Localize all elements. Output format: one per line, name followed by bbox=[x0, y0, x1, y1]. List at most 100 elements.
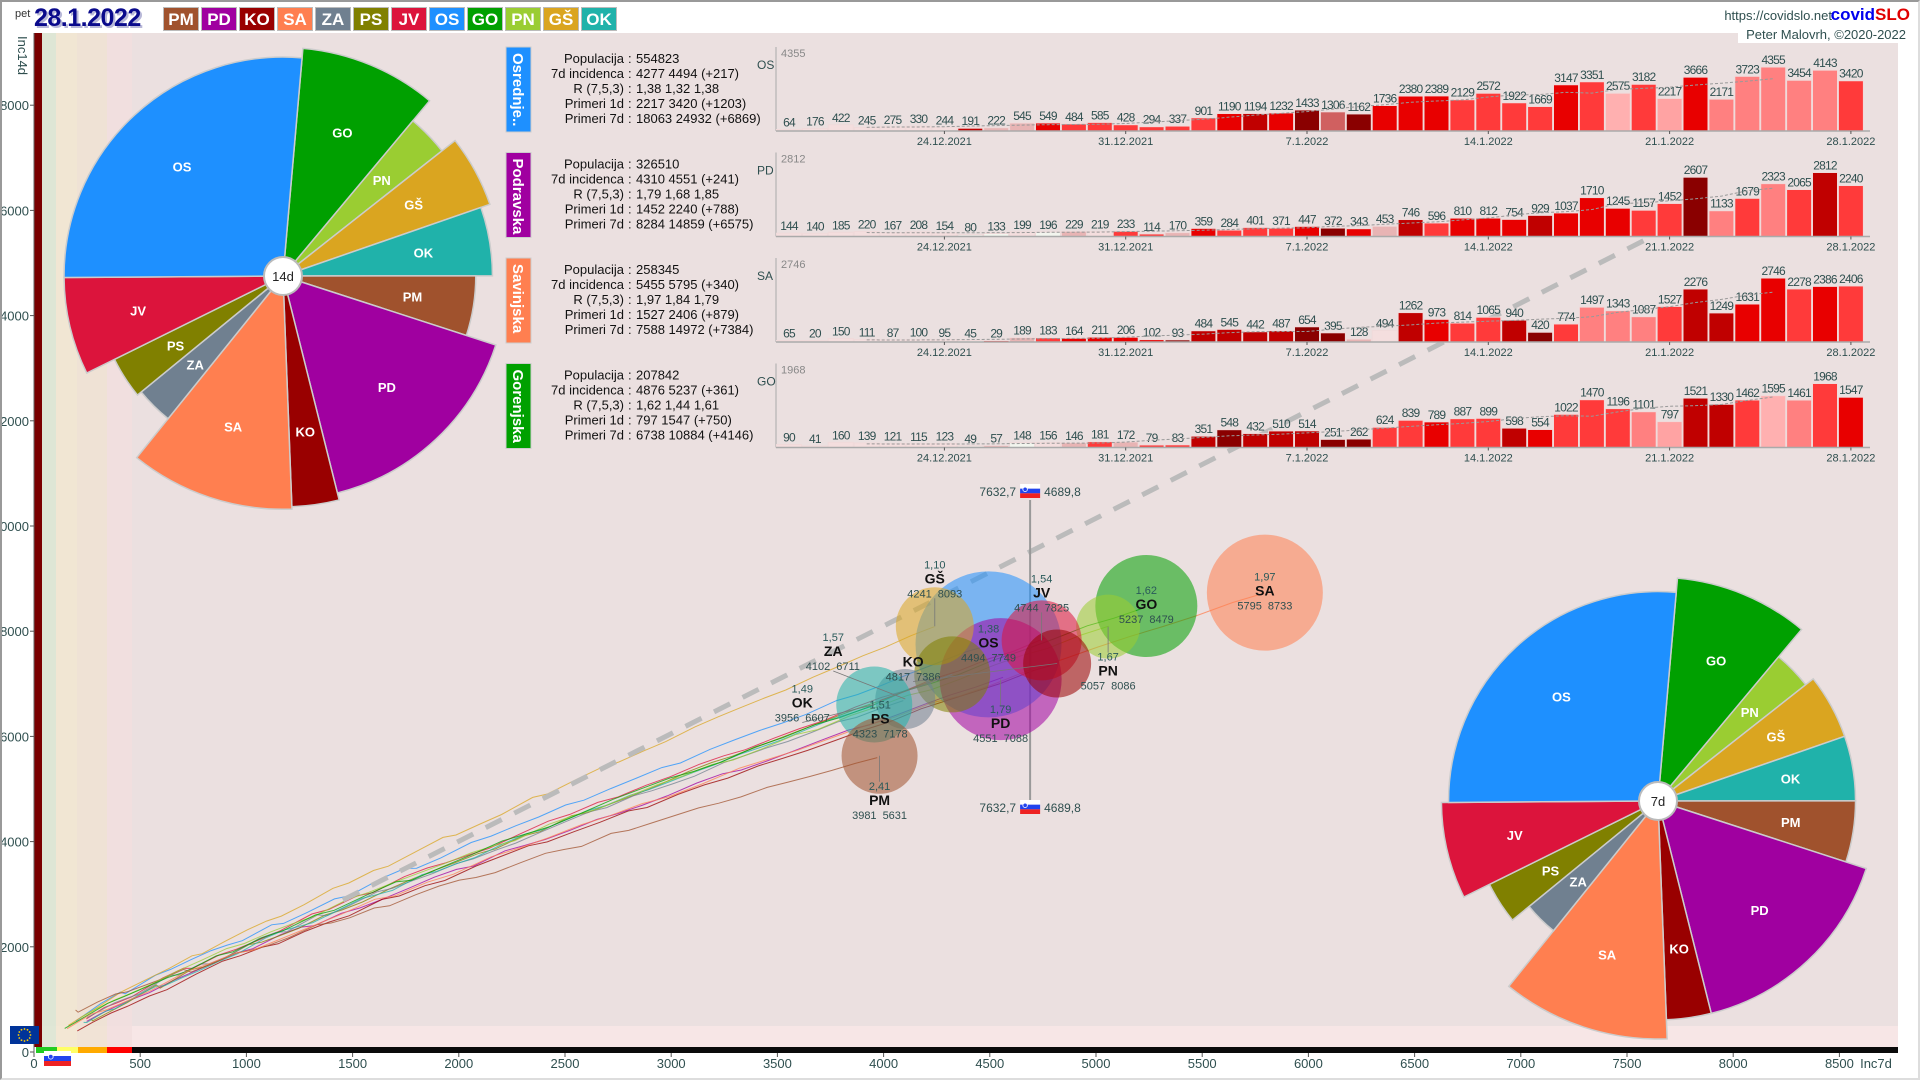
bar-value-label: 442 bbox=[1246, 318, 1265, 332]
region-badge-ok[interactable]: OK bbox=[581, 7, 617, 31]
y-tick-label: 10000 bbox=[0, 519, 29, 534]
eu-flag-star bbox=[23, 1040, 26, 1042]
brand-logo[interactable]: covidSLO bbox=[1831, 5, 1910, 25]
seven-day-average-line bbox=[866, 187, 1774, 234]
daily-cases-bar bbox=[1760, 66, 1787, 132]
bar-value-label: 810 bbox=[1454, 204, 1473, 218]
bar-value-label: 20 bbox=[809, 327, 822, 341]
pie-slice-jv[interactable] bbox=[63, 275, 284, 375]
pie-slice-label: PS bbox=[167, 338, 185, 353]
bar-value-label: 49 bbox=[964, 432, 977, 446]
daily-cases-bar bbox=[1371, 225, 1398, 237]
bar-value-label: 164 bbox=[1065, 324, 1084, 338]
daily-cases-bar bbox=[1682, 288, 1709, 343]
eu-flag-star bbox=[28, 1037, 31, 1039]
bar-value-label: 233 bbox=[1117, 217, 1136, 231]
stat-label: 7d incidenca bbox=[551, 66, 625, 81]
bar-value-label: 887 bbox=[1454, 405, 1473, 419]
bubble-r-value: 1,62 bbox=[1136, 585, 1157, 597]
stat-colon: : bbox=[628, 368, 632, 383]
bar-value-label: 3182 bbox=[1632, 70, 1657, 84]
y-tick-label: 18000 bbox=[0, 98, 29, 113]
bar-value-label: 337 bbox=[1169, 112, 1188, 126]
bar-value-label: 275 bbox=[884, 113, 903, 127]
region-badge-sa[interactable]: SA bbox=[277, 7, 313, 31]
daily-cases-bar bbox=[1216, 429, 1243, 449]
stat-value: 7588 14972 (+7384) bbox=[636, 322, 753, 337]
stat-label: R (7,5,3) bbox=[573, 398, 624, 413]
daily-cases-bar bbox=[1760, 277, 1787, 343]
pie-slice-go[interactable] bbox=[1657, 577, 1803, 804]
region-badge-za[interactable]: ZA bbox=[315, 7, 351, 31]
pie-slice-label: PM bbox=[403, 289, 423, 304]
daily-cases-bar bbox=[1345, 113, 1372, 132]
bar-value-label: 372 bbox=[1324, 214, 1343, 228]
pie-slice-gš[interactable] bbox=[282, 139, 491, 277]
daily-cases-bar bbox=[1397, 419, 1424, 449]
pie-slice-os[interactable] bbox=[63, 56, 303, 279]
bubble-code: PD bbox=[991, 715, 1010, 731]
bubble-r-value: 1,67 bbox=[1097, 652, 1118, 664]
region-badge-go[interactable]: GO bbox=[467, 7, 503, 31]
stat-label: Primeri 1d bbox=[565, 307, 624, 322]
region-badge-pd[interactable]: PD bbox=[201, 7, 237, 31]
bar-value-label: 29 bbox=[990, 327, 1003, 341]
bar-value-label: 100 bbox=[910, 326, 929, 340]
daily-cases-bar bbox=[1527, 428, 1554, 448]
region-badge-jv[interactable]: JV bbox=[391, 7, 427, 31]
pie-slice-jv[interactable] bbox=[1440, 800, 1659, 899]
pie-slice-ok[interactable] bbox=[282, 206, 494, 277]
bar-value-label: 1306 bbox=[1321, 98, 1346, 112]
site-url-link[interactable]: https://covidslo.net bbox=[1724, 8, 1832, 23]
stat-value: 6738 10884 (+4146) bbox=[636, 428, 753, 443]
bar-value-label: 114 bbox=[1143, 220, 1161, 234]
x-tick-label: 2500 bbox=[551, 1056, 580, 1071]
y-axis-label: Inc14d bbox=[15, 36, 30, 75]
pie-slice-go[interactable] bbox=[282, 47, 431, 279]
stat-colon: : bbox=[628, 383, 632, 398]
bubble-sa[interactable] bbox=[1206, 534, 1323, 651]
daily-cases-bar bbox=[1630, 83, 1657, 132]
region-badge-pm[interactable]: PM bbox=[163, 7, 199, 31]
daily-cases-bar bbox=[1630, 411, 1657, 449]
bar-value-label: 1547 bbox=[1839, 383, 1864, 397]
pie-slice-sa[interactable] bbox=[1507, 798, 1668, 1040]
pie-slice-pd[interactable] bbox=[281, 274, 497, 494]
bubble-code: OS bbox=[978, 634, 998, 650]
region-badge-ko[interactable]: KO bbox=[239, 7, 275, 31]
x-tick-label: 6000 bbox=[1294, 1056, 1323, 1071]
daily-cases-bar bbox=[1734, 399, 1761, 449]
plot-bottom-band bbox=[34, 1026, 1898, 1047]
daily-cases-bar bbox=[1760, 395, 1787, 449]
pie-slice-os[interactable] bbox=[1447, 590, 1678, 804]
pie-slice-sa[interactable] bbox=[135, 273, 293, 510]
bar-value-label: 545 bbox=[1013, 109, 1032, 123]
region-badge-gs[interactable]: GŠ bbox=[543, 7, 579, 31]
daily-cases-bar bbox=[1553, 323, 1579, 343]
bar-value-label: 146 bbox=[1065, 429, 1084, 443]
bar-value-label: 654 bbox=[1298, 313, 1317, 327]
bubble-inc7d: 4102 bbox=[806, 661, 830, 673]
bubble-inc14d: 8479 bbox=[1149, 614, 1173, 626]
daily-cases-bar bbox=[1527, 214, 1554, 237]
daily-cases-bar bbox=[1501, 319, 1528, 343]
region-badge-pn[interactable]: PN bbox=[505, 7, 541, 31]
region-badge-os[interactable]: OS bbox=[429, 7, 465, 31]
bar-value-label: 545 bbox=[1220, 315, 1239, 329]
bar-value-label: 1968 bbox=[1813, 370, 1838, 384]
eu-flag-star bbox=[17, 1034, 20, 1036]
bar-value-label: 1249 bbox=[1710, 299, 1735, 313]
flag-red bbox=[1020, 809, 1041, 814]
bar-value-label: 2323 bbox=[1761, 170, 1786, 184]
bar-value-label: 3723 bbox=[1736, 62, 1761, 76]
region-badge-ps[interactable]: PS bbox=[353, 7, 389, 31]
chart-region-code: PD bbox=[757, 164, 774, 178]
pie-slice-pd[interactable] bbox=[1656, 799, 1868, 1015]
stat-label: R (7,5,3) bbox=[573, 187, 624, 202]
daily-cases-bar bbox=[1708, 98, 1735, 132]
daily-cases-bar bbox=[1786, 79, 1813, 132]
date-tick-label: 7.1.2022 bbox=[1286, 136, 1329, 148]
